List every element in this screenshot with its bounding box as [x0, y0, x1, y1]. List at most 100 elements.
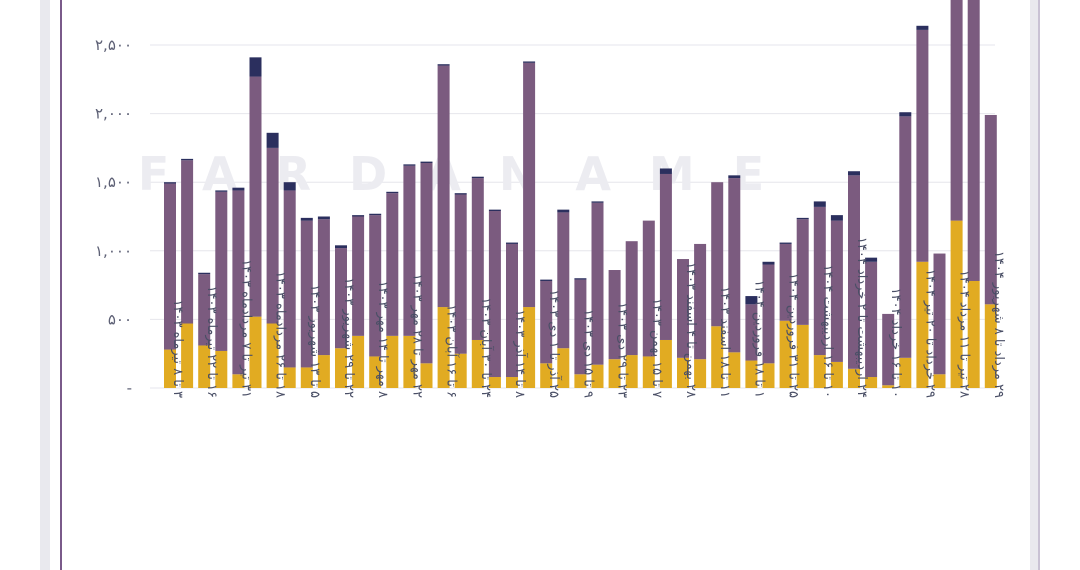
x-axis-label: ۱۰ تا ۱۶ خرداد ۱۴۰۴	[888, 288, 903, 398]
x-axis-label: ۸ تا ۱۴ آذر ۱۴۰۳	[512, 309, 529, 398]
bar-segment-navy	[745, 296, 758, 305]
bar-segment-purple	[523, 62, 536, 308]
bar-segment-yellow	[523, 307, 536, 388]
bar-segment-yellow	[865, 377, 878, 388]
bar-segment-purple	[335, 248, 347, 349]
bar-segment-purple	[625, 241, 638, 356]
bar-segment-navy	[865, 257, 878, 262]
bar-segment-navy	[848, 171, 860, 176]
bar-segment-navy	[762, 261, 775, 265]
bar-segment-navy	[728, 175, 741, 179]
bar-segment-yellow	[540, 363, 553, 388]
x-axis-label: ۱ تا ۱۸ فروردین ۱۴۰۴	[751, 280, 766, 398]
bar-segment-yellow	[283, 367, 296, 388]
bar-segment-purple	[796, 219, 809, 325]
y-tick-label: ۵۰۰	[108, 310, 132, 328]
y-axis-tick-labels: ۲,۵۰۰ ۲,۰۰۰ ۱,۵۰۰ ۱,۰۰۰ ۵۰۰ -	[95, 36, 132, 397]
bar-segment-navy	[813, 201, 826, 207]
bar-segment-purple	[916, 29, 929, 262]
bar-segment-navy	[181, 158, 194, 161]
bar-segment-purple	[899, 116, 912, 358]
x-axis-label: ۸ مهر تا ۱۴ مهر ۱۴۰۳	[375, 281, 390, 398]
bar-segment-navy	[899, 112, 912, 117]
bar-segment-navy	[659, 168, 672, 174]
bar-segment-purple	[471, 178, 484, 340]
bar-segment-yellow	[625, 355, 638, 388]
bar-segment-navy	[386, 191, 399, 194]
bar-segment-navy	[437, 64, 450, 66]
x-axis-label: ۲۸ تیر تا ۱۱ مرداد ۱۴۰۴	[957, 270, 972, 398]
bar-segment-navy	[198, 272, 211, 275]
bar-segment-yellow	[215, 350, 228, 388]
bar-segment-purple	[454, 194, 467, 354]
bar-segment-navy	[283, 182, 296, 191]
bar-segment-yellow	[471, 339, 484, 388]
bar-segment-navy	[232, 187, 245, 191]
bar-segment-navy	[454, 193, 467, 195]
x-axis-label: ۲۲ تا ۲۹ شهریور ۱۴۰۳	[341, 277, 356, 398]
bar-segment-yellow	[899, 357, 912, 388]
bar-segment-yellow	[352, 335, 365, 388]
y-tick-label: ۲,۰۰۰	[95, 105, 132, 123]
x-axis-label: ۲۵ آذر تا ۱ دی ۱۴۰۳	[546, 289, 563, 398]
bar-segment-yellow	[813, 355, 826, 388]
bar-segment-navy	[471, 176, 484, 179]
bar-segment-purple	[745, 304, 758, 361]
x-axis-label: ۹ تا ۱۵ دی ۱۴۰۳	[580, 309, 595, 398]
bar-segment-purple	[420, 162, 433, 364]
bar-segment-yellow	[745, 360, 758, 388]
bar-segment-purple	[694, 243, 707, 360]
bar-segment-yellow	[694, 359, 707, 388]
bar-segment-purple	[574, 279, 587, 375]
bar-segment-yellow	[728, 352, 741, 388]
bar-segment-purple	[677, 259, 689, 358]
bar-segment-purple	[882, 313, 895, 386]
bar-segment-purple	[608, 270, 621, 360]
x-axis-label: ۵ تا ۱۳ شهریور ۱۴۰۳	[307, 284, 322, 398]
x-axis-label: ۱۱ تا ۱۸ اسفند ۱۴۰۳	[717, 286, 732, 398]
x-axis-label: ۲۹ خرداد تا ۲۰ تیر ۱۴۰۴	[922, 269, 937, 398]
bar-segment-yellow	[386, 335, 399, 388]
bar-segment-navy	[779, 242, 792, 244]
x-axis-label: ۷ تا ۱۵ بهمن ۱۴۰۳	[649, 298, 664, 398]
bar-segment-purple	[642, 220, 655, 357]
y-tick-label: ۲,۵۰۰	[95, 36, 132, 54]
bar-segment-navy	[488, 209, 501, 212]
bar-segment-navy	[557, 209, 570, 213]
bar-segment-purple	[352, 216, 365, 336]
y-tick-label: -	[127, 379, 132, 397]
bar-segment-yellow	[232, 374, 245, 388]
bar-segment-yellow	[557, 348, 570, 388]
bar-segment-navy	[300, 217, 313, 221]
right-border-rule	[1038, 0, 1040, 570]
x-axis-label: ۳ تا ۸ تیرماه ۱۴۰۳	[170, 300, 185, 398]
bar-segment-yellow	[574, 374, 587, 388]
bar-segment-purple	[659, 173, 672, 340]
bar-segment-yellow	[608, 359, 621, 388]
bar-segment-yellow	[642, 356, 655, 388]
bar-segment-navy	[540, 279, 553, 281]
bar-segment-purple	[164, 183, 176, 350]
bar-segment-purple	[779, 243, 792, 321]
bars	[164, 0, 997, 388]
bar-segment-yellow	[796, 324, 809, 388]
x-axis-label: ۲۴ اردیبهشت تا ۲ خرداد ۱۴۰۴	[854, 237, 869, 398]
bar-segment-purple	[967, 0, 980, 281]
bar-segment-navy	[266, 132, 279, 148]
bar-segment-purple	[848, 175, 860, 369]
bar-segment-purple	[865, 261, 878, 378]
x-axis-label: ۲۹ مرداد تا ۸ شهریور ۱۴۰۴	[991, 251, 1006, 398]
bar-segment-purple	[232, 190, 245, 375]
bar-segment-yellow	[950, 220, 963, 388]
bar-segment-purple	[437, 65, 450, 308]
bar-segment-yellow	[266, 323, 279, 388]
bar-segment-purple	[506, 243, 518, 378]
bar-segment-purple	[540, 280, 553, 364]
bar-segment-purple	[950, 0, 963, 221]
bar-segment-navy	[916, 25, 929, 30]
bar-segment-yellow	[882, 385, 895, 388]
bar-segment-navy	[317, 216, 330, 220]
bar-segment-purple	[283, 190, 296, 368]
x-axis-label: ۳۱ تیر تا ۷ مردادماه ۱۴۰۳	[238, 259, 253, 398]
bar-segment-navy	[591, 201, 604, 203]
